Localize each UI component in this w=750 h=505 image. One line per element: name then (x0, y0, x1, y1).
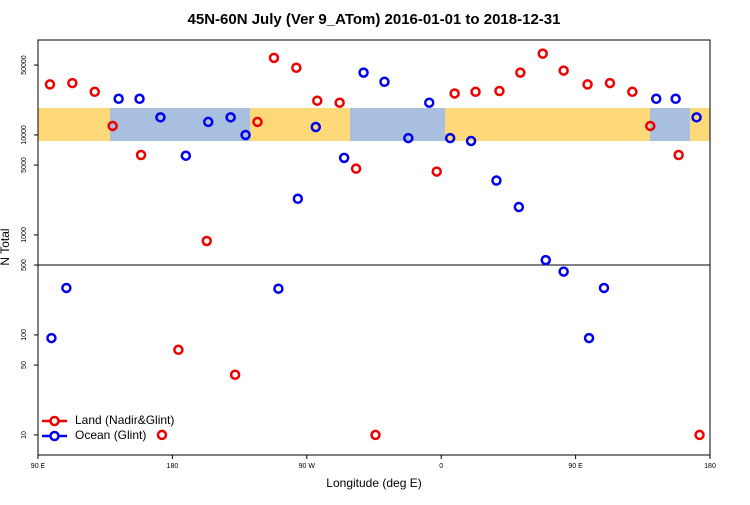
point (650, 93, 662, 105)
point (370, 429, 381, 441)
point (252, 116, 263, 128)
point (135, 149, 147, 161)
point (268, 52, 280, 64)
point (582, 79, 593, 90)
point (540, 254, 551, 266)
point (691, 112, 702, 123)
point (202, 116, 214, 128)
point (44, 79, 56, 90)
y-tick-label: 10 (21, 431, 28, 439)
point (155, 112, 166, 123)
point (225, 112, 236, 123)
point (537, 48, 548, 59)
point (627, 86, 638, 98)
point (604, 77, 616, 89)
point (350, 163, 362, 174)
y-tick-label: 5000 (21, 157, 28, 173)
y-tick-label: 50 (21, 361, 28, 369)
point (670, 93, 681, 105)
point (229, 369, 241, 380)
point (334, 97, 345, 108)
x-tick-label: 0 (439, 463, 443, 470)
y-tick-label: 10000 (21, 125, 28, 145)
point (444, 132, 456, 144)
y-tick-label: 1000 (21, 227, 28, 243)
point (494, 85, 505, 97)
point (291, 62, 302, 73)
point (61, 282, 72, 294)
point (403, 132, 414, 144)
map-band (38, 108, 710, 141)
legend-label: Ocean (Glint) (75, 428, 146, 442)
y-tick-label: 50000 (21, 55, 28, 75)
x-tick-label: 90 W (299, 463, 316, 470)
point (558, 266, 569, 277)
point (645, 120, 656, 132)
x-axis-label: Longitude (deg E) (326, 476, 421, 490)
point (134, 93, 145, 105)
plot-frame (37, 39, 711, 456)
point (180, 150, 192, 161)
point (583, 332, 595, 344)
point (558, 65, 569, 76)
point (107, 120, 118, 132)
y-tick-label: 500 (21, 259, 28, 271)
point (338, 152, 350, 164)
point (240, 129, 251, 141)
point (673, 149, 684, 161)
point (465, 135, 477, 147)
point (694, 429, 705, 441)
point (312, 95, 323, 106)
point (67, 77, 78, 89)
point (449, 88, 460, 99)
point (292, 193, 304, 205)
y-axis-label: N Total (0, 228, 12, 265)
point (431, 166, 442, 177)
y-tick-label: 100 (21, 329, 28, 341)
point (113, 93, 124, 105)
chart-title: 45N-60N July (Ver 9_ATom) 2016-01-01 to … (188, 11, 561, 28)
point (424, 97, 435, 108)
point (201, 235, 212, 247)
point (515, 67, 526, 78)
point (89, 86, 100, 98)
legend-marker (49, 430, 60, 442)
x-tick-label: 180 (167, 463, 179, 470)
point (513, 201, 525, 213)
point (46, 332, 57, 344)
point (173, 344, 184, 356)
point (491, 175, 502, 186)
point (470, 86, 481, 98)
point (156, 429, 168, 441)
legend-marker (49, 415, 60, 427)
point (379, 76, 390, 88)
x-tick-label: 180 (704, 463, 716, 470)
point (273, 283, 284, 294)
point (598, 282, 610, 294)
point (358, 67, 369, 78)
x-tick-label: 90 E (568, 463, 583, 470)
point (310, 121, 322, 133)
legend-label: Land (Nadir&Glint) (75, 413, 174, 427)
x-tick-label: 90 E (31, 463, 46, 470)
